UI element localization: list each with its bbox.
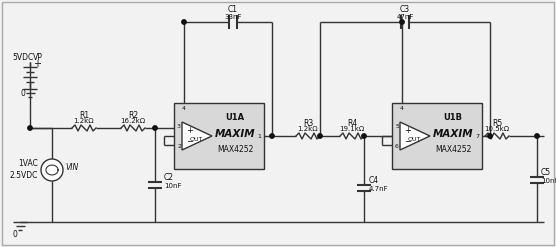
Text: +: + bbox=[33, 59, 41, 69]
Text: C3: C3 bbox=[400, 5, 410, 15]
Text: C1: C1 bbox=[228, 5, 238, 15]
Text: 3: 3 bbox=[177, 124, 181, 128]
Text: R4: R4 bbox=[347, 119, 357, 127]
Text: C2: C2 bbox=[164, 172, 174, 182]
Text: 0: 0 bbox=[13, 229, 17, 239]
Text: 7: 7 bbox=[475, 133, 479, 139]
Text: 10nF: 10nF bbox=[164, 183, 181, 189]
Text: 16.2kΩ: 16.2kΩ bbox=[121, 118, 146, 124]
Circle shape bbox=[400, 20, 404, 24]
Text: 0: 0 bbox=[20, 88, 25, 98]
Text: 2.5VDC: 2.5VDC bbox=[9, 170, 38, 180]
Text: MAX4252: MAX4252 bbox=[217, 145, 254, 154]
Circle shape bbox=[318, 134, 322, 138]
Bar bbox=[392, 103, 482, 169]
Text: +: + bbox=[404, 125, 411, 135]
Text: OUT: OUT bbox=[408, 137, 421, 142]
Circle shape bbox=[182, 20, 186, 24]
Text: U1A: U1A bbox=[226, 113, 245, 122]
Text: 1: 1 bbox=[257, 133, 261, 139]
Text: −: − bbox=[404, 138, 411, 146]
Circle shape bbox=[362, 134, 366, 138]
Text: 6: 6 bbox=[395, 144, 399, 148]
Text: 5VDC: 5VDC bbox=[12, 53, 33, 62]
Text: R3: R3 bbox=[303, 119, 313, 127]
Circle shape bbox=[153, 126, 157, 130]
Text: 33nF: 33nF bbox=[224, 14, 242, 20]
Circle shape bbox=[28, 126, 32, 130]
Text: MAXIM: MAXIM bbox=[215, 129, 256, 139]
Text: VIN: VIN bbox=[65, 163, 78, 171]
Text: 1.2kΩ: 1.2kΩ bbox=[297, 126, 319, 132]
Text: 10.5kΩ: 10.5kΩ bbox=[484, 126, 509, 132]
Polygon shape bbox=[182, 122, 212, 150]
Text: 10nF: 10nF bbox=[541, 178, 556, 184]
Polygon shape bbox=[400, 122, 430, 150]
Text: OUT: OUT bbox=[189, 137, 203, 142]
Text: MAX4252: MAX4252 bbox=[435, 145, 471, 154]
Bar bbox=[174, 103, 264, 169]
Text: 4: 4 bbox=[182, 105, 186, 110]
Text: R2: R2 bbox=[128, 110, 138, 120]
Circle shape bbox=[270, 134, 274, 138]
Text: +: + bbox=[186, 125, 193, 135]
Circle shape bbox=[488, 134, 492, 138]
Text: 4.7nF: 4.7nF bbox=[369, 186, 389, 192]
Text: 19.1kΩ: 19.1kΩ bbox=[339, 126, 365, 132]
Text: VP: VP bbox=[33, 53, 43, 62]
Text: 1VAC: 1VAC bbox=[18, 159, 38, 167]
Text: C4: C4 bbox=[369, 176, 379, 185]
Text: U1B: U1B bbox=[444, 113, 463, 122]
Text: 4: 4 bbox=[400, 105, 404, 110]
Text: 2: 2 bbox=[177, 144, 181, 148]
Text: −: − bbox=[186, 138, 193, 146]
Text: R1: R1 bbox=[79, 110, 89, 120]
Text: 5: 5 bbox=[395, 124, 399, 128]
Text: 1.2kΩ: 1.2kΩ bbox=[74, 118, 95, 124]
Text: R5: R5 bbox=[492, 119, 502, 127]
Text: 47nF: 47nF bbox=[396, 14, 414, 20]
Circle shape bbox=[41, 159, 63, 181]
Text: C5: C5 bbox=[541, 167, 551, 177]
Circle shape bbox=[535, 134, 539, 138]
Text: MAXIM: MAXIM bbox=[433, 129, 474, 139]
